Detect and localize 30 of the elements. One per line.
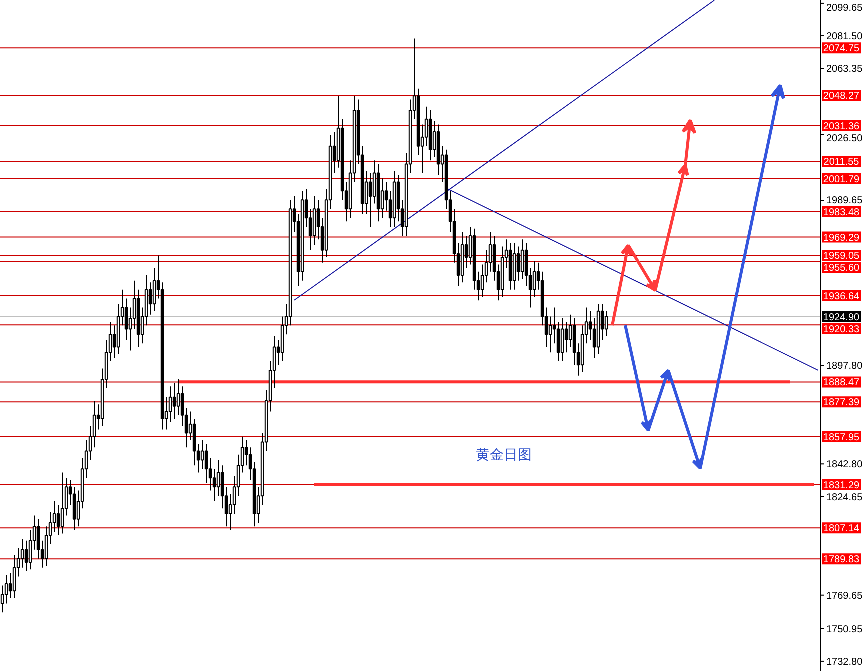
y-tick-label: 2099.65 [826, 3, 862, 14]
ref-line-label: 1888.47 [823, 378, 860, 389]
ref-line-label: 1959.05 [823, 251, 860, 262]
ref-line-label: 2001.79 [823, 174, 860, 186]
y-tick-label: 1769.65 [826, 590, 862, 602]
ref-line-label: 1807.14 [823, 524, 860, 535]
y-tick-label: 1824.65 [826, 492, 862, 504]
ref-line-label: 1877.39 [823, 398, 860, 409]
y-tick-label: 1842.80 [826, 460, 862, 471]
ref-line-label: 1924.90 [823, 312, 860, 324]
ref-line-label: 1920.33 [823, 324, 860, 336]
y-tick-label: 1989.65 [826, 195, 862, 206]
ref-line-label: 1831.29 [823, 480, 860, 492]
y-tick-label: 2063.35 [826, 64, 862, 76]
ref-line-label: 1936.64 [823, 291, 860, 302]
ref-line-label: 1955.60 [823, 263, 860, 274]
ref-line-label: 2011.55 [824, 156, 860, 168]
y-tick-label: 1750.95 [826, 624, 862, 636]
y-tick-label: 1732.80 [826, 656, 862, 668]
y-tick-label: 2026.50 [826, 133, 862, 144]
ref-line-label: 1969.29 [823, 232, 860, 244]
ref-line-label: 1857.95 [823, 432, 860, 444]
ref-line-label: 1789.83 [823, 554, 860, 566]
ref-line-label: 1983.48 [823, 207, 860, 218]
ref-line-label: 2048.27 [823, 91, 860, 102]
y-tick-label: 2081.50 [826, 32, 862, 43]
ref-line-label: 2031.36 [823, 121, 860, 132]
ref-line-label: 2074.75 [823, 44, 860, 55]
annotation: 黄金日图 [476, 447, 532, 464]
y-tick-label: 1897.80 [826, 361, 862, 372]
